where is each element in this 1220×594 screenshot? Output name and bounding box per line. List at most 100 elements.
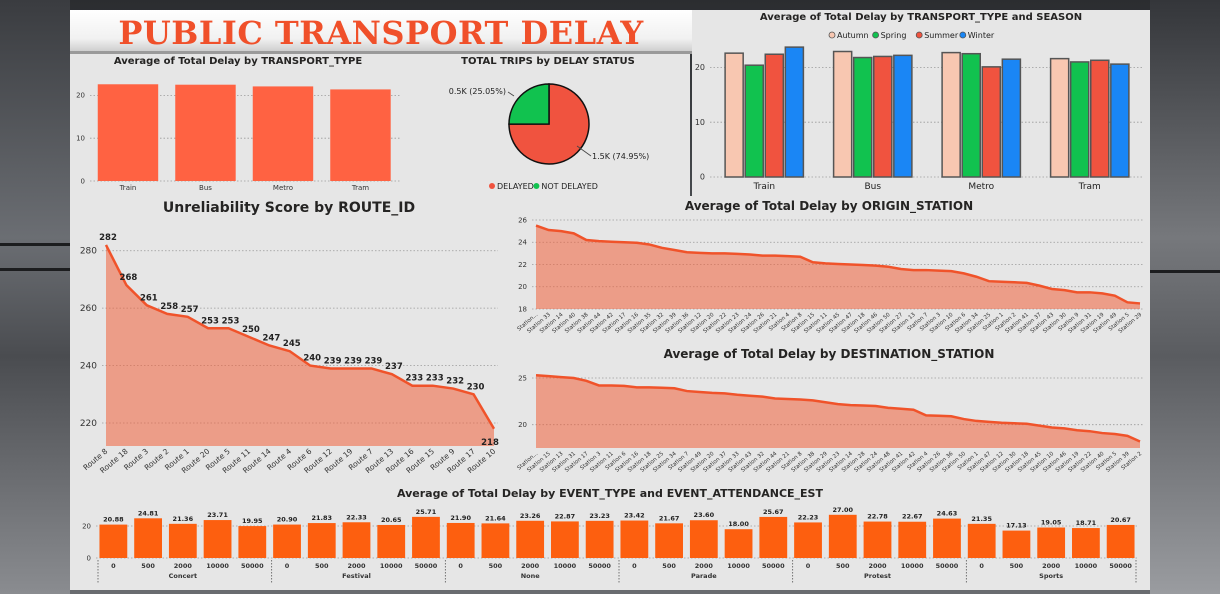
x-tick-label: 50000 [241,562,264,570]
data-label: 239 [324,356,342,366]
legend-label: Autumn [837,31,869,40]
bar-metro-summer [981,66,1002,178]
data-label: 23.26 [520,512,541,520]
group-label: Concert [169,572,197,580]
chart-title: Unreliability Score by ROUTE_ID [162,200,416,216]
x-tick-label: Train [119,184,137,192]
data-label: 239 [365,356,383,366]
bar-bus [175,84,236,181]
x-tick-label: Tram [1078,182,1101,192]
bar-none-500 [481,523,510,558]
data-label: 240 [303,354,321,364]
data-label: 22.78 [867,513,888,521]
data-label: 19.95 [242,517,263,525]
y-tick-label: 20 [695,63,705,72]
data-label: 19.05 [1041,519,1062,527]
x-tick-label: 2000 [695,562,714,570]
data-label: 23.71 [207,511,228,519]
y-tick-label: 220 [80,419,97,429]
legend-marker [828,31,836,39]
bar-concert-500 [134,518,162,558]
group-label: Parade [691,572,717,580]
x-tick-label: Metro [273,184,293,192]
legend-label: Winter [968,31,995,40]
x-tick-label: 2000 [1042,562,1061,570]
bar-protest-500 [828,514,857,558]
bar-festival-500 [307,523,336,558]
panel-delay-by-origin-station[interactable]: Average of Total Delay by ORIGIN_STATION… [508,196,1150,344]
legend-marker [959,31,967,39]
area-line [535,224,1141,305]
bar-sports-50000 [1106,524,1135,558]
panel-delay-by-transport-season[interactable]: Average of Total Delay by TRANSPORT_TYPE… [692,10,1150,196]
chart-title: Average of Total Delay by TRANSPORT_TYPE [113,56,363,67]
data-label: 237 [385,362,403,372]
bar-concert-10000 [203,520,232,558]
x-tick-label: 2000 [347,562,366,570]
chart-title: Average of Total Delay by ORIGIN_STATION [684,199,974,213]
bar-concert-50000 [238,526,267,558]
panel-delay-by-destination-station[interactable]: Average of Total Delay by DESTINATION_ST… [508,344,1150,482]
x-tick-label: Bus [199,184,212,192]
background-rail [0,243,70,246]
bar-parade-500 [655,523,683,558]
bar-bus-spring [852,56,873,178]
background-left [0,0,70,594]
bar-tram-autumn [1049,57,1070,178]
panel-delay-by-transport-type[interactable]: Average of Total Delay by TRANSPORT_TYPE… [70,54,406,196]
group-label: Protest [864,572,891,580]
x-tick-label: 0 [111,562,116,570]
y-tick-label: 20 [82,522,91,530]
x-tick-label: Metro [968,182,994,192]
x-tick-label: 10000 [1075,562,1098,570]
bar-parade-0 [620,520,649,558]
bar-none-0 [446,522,475,558]
bar-none-50000 [585,520,614,558]
bar-tram [330,89,391,181]
y-tick-label: 0 [87,554,91,562]
data-label: 20.65 [381,516,402,524]
data-label: 22.87 [555,512,576,520]
legend-label: NOT DELAYED [541,182,598,191]
y-tick-label: 18 [518,305,527,313]
bar-parade-50000 [759,516,788,558]
bar-protest-50000 [933,518,961,558]
bar-parade-2000 [689,520,718,558]
x-tick-label: Tram [351,184,369,192]
background-rail [0,268,70,271]
data-label: 22.23 [798,513,819,521]
bar-train-spring [744,64,765,178]
x-tick-label: 500 [836,562,850,570]
bar-bus-autumn [832,50,853,178]
data-label: 21.90 [450,514,471,522]
y-tick-label: 260 [80,304,97,314]
bar-tram-winter [1110,63,1130,178]
x-tick-label: 10000 [380,562,403,570]
area-line [535,373,1141,443]
bar-concert-2000 [168,523,197,558]
data-label: 23.42 [624,512,645,520]
data-label: 23.23 [589,512,610,520]
data-label: 258 [160,302,178,312]
data-label: 218 [481,438,499,448]
data-label: 18.71 [1076,519,1097,527]
bar-none-10000 [551,521,579,558]
y-tick-label: 240 [80,362,97,372]
data-label: 230 [467,382,485,392]
panel-delay-by-event[interactable]: Average of Total Delay by EVENT_TYPE and… [70,482,1150,590]
panel-unreliability-by-route[interactable]: Unreliability Score by ROUTE_ID 220 240 26… [70,196,508,482]
y-tick-label: 25 [518,374,527,382]
pie-slice-not-delayed [508,83,550,125]
area-line [104,244,496,430]
x-tick-label: 0 [285,562,290,570]
y-tick-label: 24 [518,239,527,247]
x-tick-label: 50000 [762,562,785,570]
legend-label: DELAYED [497,182,534,191]
bar-sports-0 [967,523,996,558]
chart-trips-by-delay-status: 1.5K (74.95%) 0.5K (25.05%) DELAYED NOT DEL… [449,83,649,191]
panel-trips-by-delay-status[interactable]: TOTAL TRIPS by DELAY STATUS 1.5K (74.95%… [406,54,690,196]
x-tick-label: 500 [315,562,329,570]
x-tick-label: 2000 [521,562,540,570]
data-label: 21.83 [311,514,332,522]
y-tick-label: 0 [700,173,705,182]
